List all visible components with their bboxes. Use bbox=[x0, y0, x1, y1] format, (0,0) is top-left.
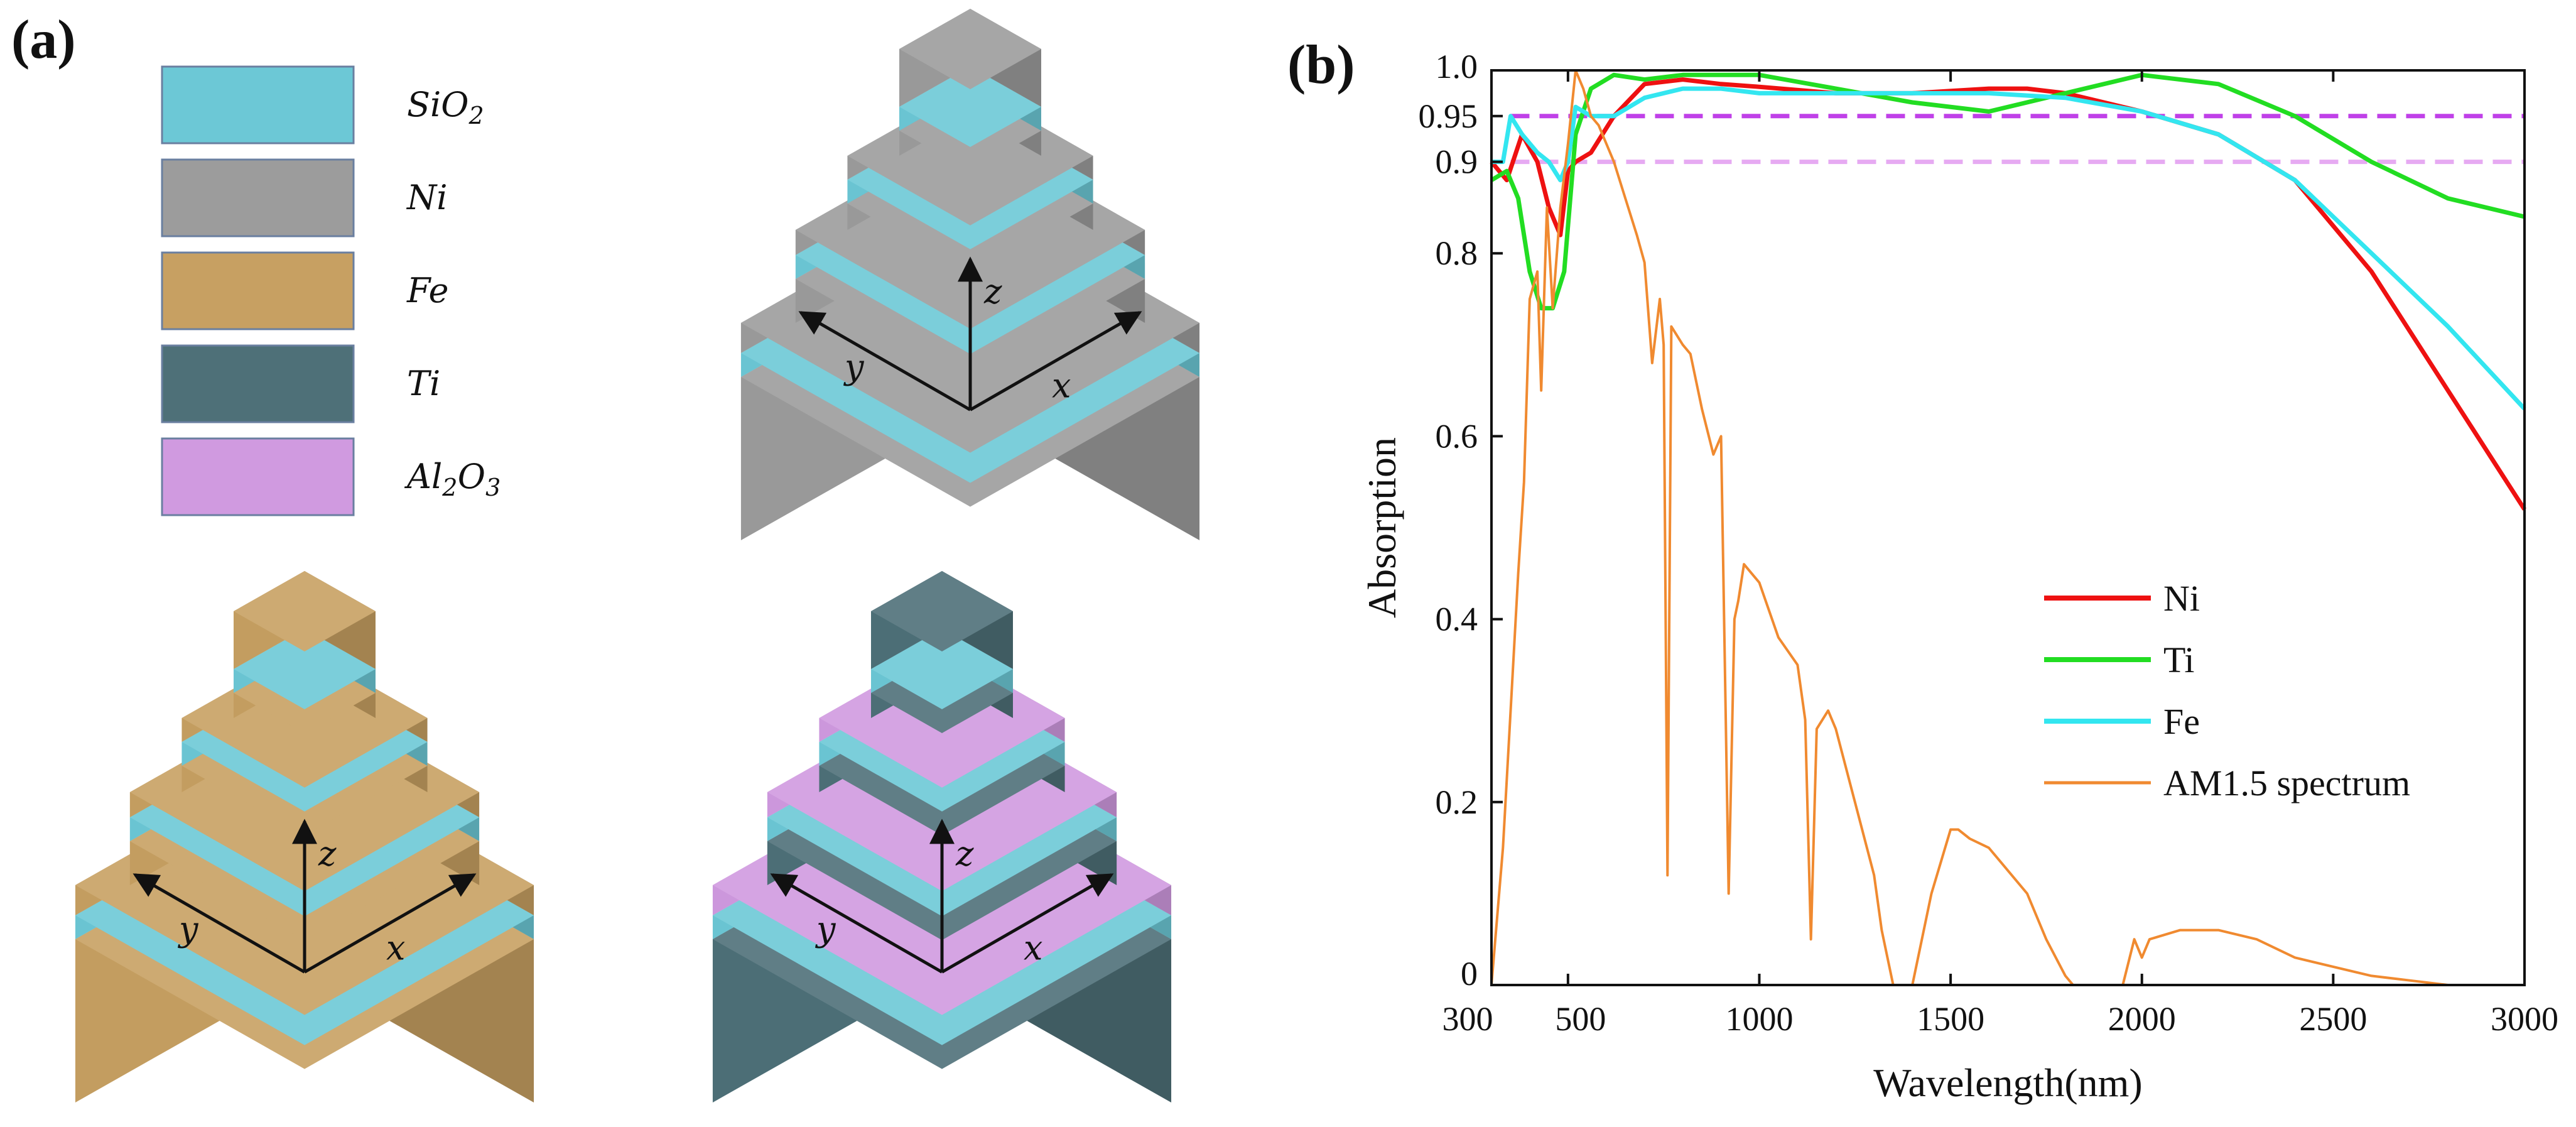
fe-structure-x-axis bbox=[303, 873, 477, 974]
legend-label-fe: Fe bbox=[406, 271, 448, 310]
material-legend: SiO2 Ni Fe Ti Al2 O3 bbox=[161, 65, 501, 516]
x-tick-label-2000: 2000 bbox=[2108, 1000, 2176, 1038]
panel-a: (a) SiO2 Ni Fe Ti Al2 O3 z x y z x y z x y bbox=[11, 9, 1200, 1102]
legend-entry-fe: Fe bbox=[2163, 701, 2200, 742]
ni-structure-y-axis bbox=[798, 311, 971, 411]
x-tick-label-1500: 1500 bbox=[1917, 1000, 1984, 1038]
legend-swatch-fe bbox=[161, 251, 355, 330]
y-tick-label-0_8: 0.8 bbox=[1436, 234, 1478, 272]
ti-structure-x-axis bbox=[941, 873, 1114, 974]
y-tick-label-0_6: 0.6 bbox=[1436, 417, 1478, 455]
y-axis-title: Absorption bbox=[1360, 437, 1404, 618]
legend-swatch-sio2 bbox=[161, 65, 355, 144]
y-tick-label-0_2: 0.2 bbox=[1436, 783, 1478, 821]
chart-legend: Ni Ti Fe AM1.5 spectrum bbox=[2044, 578, 2410, 803]
legend-entry-am1-5-spectrum: AM1.5 spectrum bbox=[2163, 763, 2410, 803]
x-tick-label-500: 500 bbox=[1555, 1000, 1606, 1038]
fe-structure-x-label: x bbox=[386, 928, 405, 967]
ni-structure: z x y bbox=[740, 9, 1200, 540]
plot-frame bbox=[1490, 69, 2526, 986]
panel-a-label: (a) bbox=[11, 9, 76, 70]
series-line-am1-5-spectrum bbox=[1490, 69, 2525, 986]
fe-structure-layer-11-top bbox=[234, 571, 376, 651]
absorption-chart: 300 500 1000 1500 2000 2500 3000 0 0.2 0.4 0.6 0.8 0… bbox=[1360, 48, 2558, 1105]
ti-structure: z x y bbox=[712, 571, 1172, 1102]
ni-structure-y-label: y bbox=[843, 347, 865, 386]
fe-structure-y-label: y bbox=[178, 909, 199, 949]
fe-structure-y-axis bbox=[133, 873, 306, 974]
y-tick-label-0: 0 bbox=[1461, 955, 1478, 993]
legend-label-sio2: SiO2 bbox=[407, 85, 484, 129]
fe-structure-z-label: z bbox=[318, 834, 337, 873]
ni-structure-layer-11-top bbox=[899, 9, 1041, 89]
ti-structure-y-label: y bbox=[815, 909, 836, 949]
legend-swatch-ni bbox=[161, 158, 355, 237]
ni-structure-z-label: z bbox=[983, 271, 1002, 311]
ni-structure-x-axis bbox=[969, 311, 1142, 411]
x-tick-label-2500: 2500 bbox=[2299, 1000, 2367, 1038]
legend-swatch-al2o3 bbox=[161, 437, 355, 516]
panel-b-label: (b) bbox=[1287, 35, 1355, 95]
ti-structure-y-axis bbox=[770, 873, 943, 974]
legend-swatch-ti bbox=[161, 344, 355, 423]
legend-label-al2o3: Al2 O3 bbox=[404, 457, 501, 501]
y-tick-label-0_9: 0.9 bbox=[1436, 143, 1478, 181]
fe-structure: z x y bbox=[75, 571, 534, 1102]
ni-structure-x-label: x bbox=[1052, 366, 1071, 405]
y-tick-label-1: 1.0 bbox=[1436, 48, 1478, 85]
x-axis-title: Wavelength(nm) bbox=[1873, 1060, 2142, 1105]
legend-label-ni: Ni bbox=[406, 178, 448, 217]
fe-structure-layer-10-top bbox=[234, 629, 376, 709]
series-line-fe bbox=[1491, 86, 2526, 411]
x-tick-label-1000: 1000 bbox=[1725, 1000, 1793, 1038]
y-tick-label-0_95: 0.95 bbox=[1419, 97, 1478, 135]
ti-structure-x-label: x bbox=[1024, 928, 1042, 967]
panel-b: (b) 300 500 1000 1500 2000 2500 3000 0 0.2 0.4 0.6… bbox=[1287, 35, 2558, 1105]
legend-entry-ni: Ni bbox=[2163, 578, 2200, 619]
x-tick-label-300: 300 bbox=[1442, 1000, 1493, 1038]
ti-structure-z-label: z bbox=[955, 834, 974, 873]
ti-structure-layer-10-top bbox=[871, 629, 1013, 709]
structures: z x y z x y z x y bbox=[75, 9, 1200, 1102]
y-tick-label-0_4: 0.4 bbox=[1436, 601, 1478, 638]
legend-entry-ti: Ti bbox=[2163, 640, 2195, 680]
ni-structure-layer-10-top bbox=[899, 67, 1041, 147]
legend-label-ti: Ti bbox=[407, 364, 440, 403]
ti-structure-layer-11-top bbox=[871, 571, 1013, 651]
x-tick-label-3000: 3000 bbox=[2491, 1000, 2558, 1038]
